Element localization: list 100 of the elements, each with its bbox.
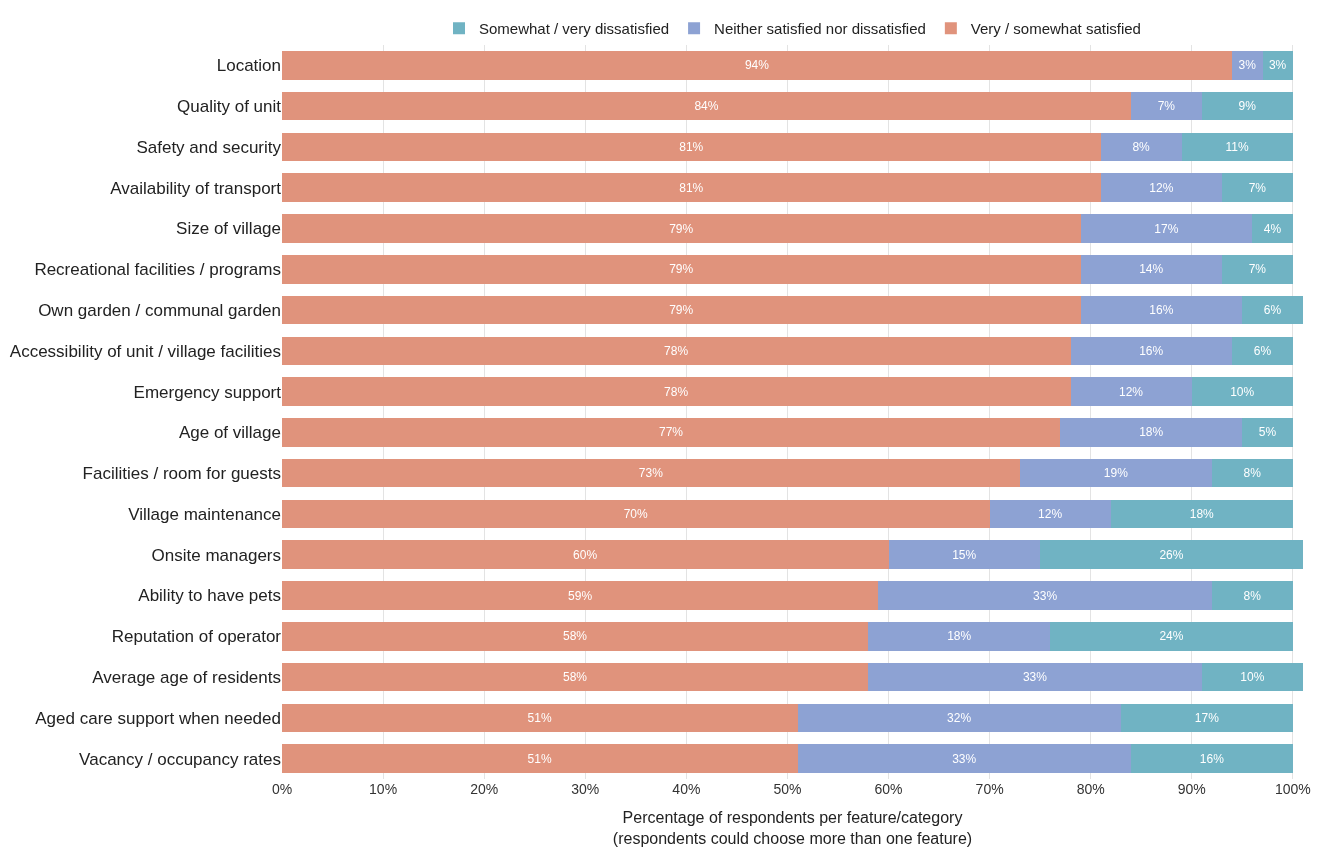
data-label: 81% bbox=[679, 180, 704, 195]
data-label: 18% bbox=[1189, 506, 1215, 521]
bar bbox=[1100, 173, 1223, 202]
bar bbox=[989, 499, 1111, 529]
y-tick-label: Ability to have pets bbox=[138, 586, 281, 606]
bar bbox=[1080, 214, 1253, 243]
bar bbox=[1070, 336, 1233, 366]
y-tick-label: Recreational facilities / programs bbox=[34, 260, 281, 280]
x-tick-label: 80% bbox=[1076, 781, 1105, 797]
y-tick-label: Village maintenance bbox=[128, 504, 281, 524]
y-tick-label: Onsite managers bbox=[151, 545, 281, 565]
bar bbox=[1191, 377, 1293, 406]
bar bbox=[868, 662, 1202, 692]
bar bbox=[1070, 377, 1192, 406]
y-tick-label: Age of village bbox=[178, 423, 281, 443]
y-tick-label: Availability of transport bbox=[110, 178, 282, 198]
bar bbox=[282, 214, 1081, 243]
data-label: 8% bbox=[1132, 139, 1151, 154]
data-label: 79% bbox=[669, 262, 694, 277]
data-label: 19% bbox=[1103, 466, 1129, 481]
bar bbox=[1242, 418, 1293, 447]
data-label: 73% bbox=[638, 466, 664, 481]
data-label: 7% bbox=[1157, 99, 1176, 114]
data-label: 84% bbox=[694, 99, 719, 114]
data-label: 12% bbox=[1118, 384, 1144, 399]
bar bbox=[888, 540, 1041, 569]
data-label: 94% bbox=[744, 58, 770, 73]
y-tick-label: Emergency support bbox=[133, 382, 282, 402]
data-label: 79% bbox=[669, 303, 694, 318]
data-label: 17% bbox=[1194, 710, 1220, 725]
data-label: 33% bbox=[1022, 670, 1048, 685]
x-tick-label: 40% bbox=[672, 781, 701, 797]
bar bbox=[282, 499, 990, 529]
y-tick-label: Quality of unit bbox=[177, 97, 282, 117]
data-label: 33% bbox=[1033, 588, 1058, 603]
bar bbox=[1110, 499, 1293, 529]
data-label: 51% bbox=[527, 751, 552, 766]
x-tick-label: 70% bbox=[975, 781, 1004, 797]
bar bbox=[797, 744, 1132, 773]
data-label: 60% bbox=[573, 547, 598, 562]
data-label: 78% bbox=[664, 384, 689, 399]
data-label: 11% bbox=[1225, 139, 1250, 154]
bar bbox=[282, 744, 798, 773]
data-label: 7% bbox=[1248, 180, 1267, 195]
data-label: 8% bbox=[1243, 466, 1262, 481]
bar bbox=[1212, 581, 1293, 610]
y-tick-label: Own garden / communal garden bbox=[38, 301, 281, 321]
bar bbox=[1252, 214, 1293, 243]
bar bbox=[1040, 540, 1303, 569]
y-tick-label: Aged care support when needed bbox=[35, 708, 281, 728]
bar bbox=[797, 703, 1122, 733]
bar bbox=[282, 662, 869, 692]
data-label: 16% bbox=[1149, 303, 1174, 318]
bar bbox=[282, 255, 1081, 284]
bar bbox=[282, 418, 1061, 447]
y-tick-label: Location bbox=[216, 56, 281, 76]
data-label: 58% bbox=[562, 670, 588, 685]
data-label: 3% bbox=[1268, 58, 1287, 73]
data-label: 8% bbox=[1243, 588, 1262, 603]
x-tick-label: 0% bbox=[271, 781, 293, 797]
bar bbox=[1131, 744, 1293, 773]
data-label: 32% bbox=[947, 710, 972, 725]
data-label: 26% bbox=[1159, 547, 1184, 562]
x-tick-label: 20% bbox=[470, 781, 499, 797]
data-label: 12% bbox=[1038, 506, 1063, 521]
bar bbox=[1019, 458, 1213, 488]
data-label: 7% bbox=[1248, 262, 1267, 277]
bar bbox=[1100, 132, 1182, 162]
data-label: 59% bbox=[568, 588, 593, 603]
bar bbox=[1080, 255, 1223, 284]
bar bbox=[1232, 336, 1293, 366]
y-tick-label: Facilities / room for guests bbox=[82, 464, 281, 484]
bar bbox=[1222, 255, 1293, 284]
bar bbox=[282, 295, 1081, 325]
bar bbox=[868, 622, 1051, 651]
bar bbox=[1060, 418, 1243, 447]
bar bbox=[1181, 132, 1293, 162]
bar bbox=[282, 173, 1101, 202]
bar bbox=[1212, 458, 1293, 488]
data-label: 77% bbox=[659, 425, 684, 440]
data-label: 24% bbox=[1159, 629, 1184, 644]
data-label: 3% bbox=[1238, 58, 1257, 73]
x-tick-label: 10% bbox=[369, 781, 398, 797]
bar bbox=[282, 336, 1071, 366]
data-label: 33% bbox=[952, 751, 977, 766]
bar bbox=[878, 581, 1213, 610]
bar bbox=[282, 540, 889, 569]
bar bbox=[282, 703, 798, 733]
y-tick-label: Size of village bbox=[176, 219, 281, 239]
bar bbox=[282, 377, 1071, 406]
data-label: 6% bbox=[1263, 303, 1282, 318]
bar bbox=[1201, 91, 1293, 121]
data-label: 70% bbox=[623, 506, 648, 521]
x-tick-label: 50% bbox=[773, 781, 802, 797]
legend-label: Neither satisfied nor dissatisfied bbox=[714, 20, 926, 38]
data-label: 14% bbox=[1139, 262, 1164, 277]
bar bbox=[1242, 295, 1303, 325]
bar bbox=[1222, 173, 1293, 202]
data-label: 16% bbox=[1199, 751, 1225, 766]
bar bbox=[282, 458, 1020, 488]
